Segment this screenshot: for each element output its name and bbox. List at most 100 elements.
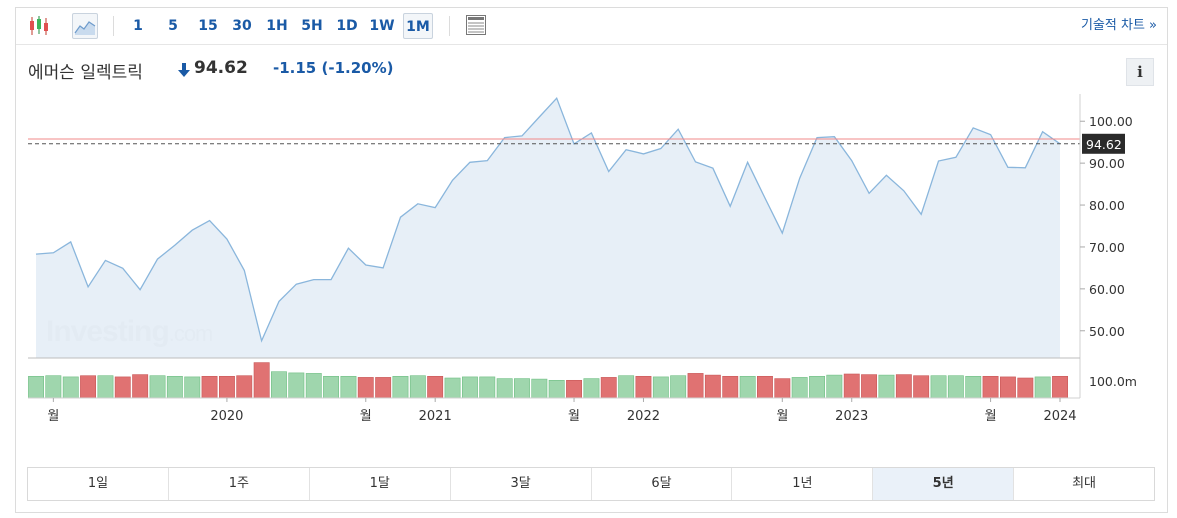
info-button[interactable]: i: [1126, 58, 1154, 86]
volume-bar: [809, 375, 826, 399]
chart-widget: 1 5 15 30 1H 5H 1D 1W 1M 기술적 차트 » 에머슨 일렉…: [15, 7, 1168, 513]
timeframe-1d[interactable]: 1D: [336, 18, 358, 34]
change-percent: (-1.20%): [321, 59, 394, 77]
y-tick-label: 50.00: [1089, 324, 1125, 339]
volume-bar: [114, 376, 131, 399]
timeframe-5[interactable]: 5: [168, 18, 178, 34]
volume-bar: [739, 375, 756, 399]
volume-bar: [444, 377, 461, 399]
range-selector: 1일 1주 1달 3달 6달 1년 5년 최대: [27, 467, 1155, 501]
range-tab-1w[interactable]: 1주: [169, 468, 310, 500]
range-tab-1m[interactable]: 1달: [310, 468, 451, 500]
toolbar-divider: [113, 16, 114, 36]
timeframe-1w[interactable]: 1W: [369, 18, 395, 34]
volume-bar: [861, 374, 878, 399]
y-tick-label: 90.00: [1089, 156, 1125, 171]
volume-bar: [670, 375, 687, 399]
data-table-icon[interactable]: [464, 13, 490, 39]
volume-bar: [184, 376, 201, 399]
range-tab-3m[interactable]: 3달: [451, 468, 592, 500]
instrument-name: 에머슨 일렉트릭: [28, 63, 143, 83]
volume-bar: [531, 378, 548, 399]
volume-bar: [635, 375, 652, 399]
volume-bar: [288, 372, 305, 399]
volume-bar: [340, 375, 357, 399]
volume-bar: [687, 373, 704, 399]
volume-bar: [28, 375, 44, 399]
volume-bar: [878, 374, 895, 399]
volume-bar: [704, 374, 721, 399]
volume-bar: [566, 379, 583, 399]
volume-bar: [1052, 375, 1069, 399]
candlestick-chart-icon[interactable]: [26, 13, 52, 39]
timeframe-1[interactable]: 1: [133, 18, 143, 34]
volume-bar: [618, 375, 635, 399]
timeframe-5h[interactable]: 5H: [301, 18, 323, 34]
volume-bar: [496, 378, 513, 399]
timeframe-1m[interactable]: 1M: [403, 13, 433, 39]
last-price: 94.62: [194, 58, 248, 78]
volume-bar: [947, 375, 964, 399]
range-tab-6m[interactable]: 6달: [592, 468, 733, 500]
volume-bar: [652, 376, 669, 399]
volume-bar: [722, 375, 739, 399]
volume-bar: [305, 373, 322, 399]
volume-bar: [201, 375, 218, 399]
volume-bar: [97, 375, 114, 399]
volume-bar: [999, 376, 1016, 399]
volume-bar: [965, 375, 982, 399]
chart-toolbar: 1 5 15 30 1H 5H 1D 1W 1M 기술적 차트 »: [16, 8, 1167, 45]
volume-bar: [826, 374, 843, 399]
volume-bar: [219, 375, 235, 399]
price-chart[interactable]: Investing.com100.0090.0080.0070.0060.005…: [16, 8, 1167, 458]
change-value: -1.15: [273, 59, 317, 77]
volume-bar: [774, 378, 791, 399]
volume-bar: [461, 376, 478, 399]
volume-bar: [132, 374, 149, 399]
x-tick-label: 월: [47, 409, 59, 424]
price-change: -1.15 (-1.20%): [273, 59, 393, 77]
volume-bar: [149, 375, 166, 399]
volume-bar: [548, 379, 565, 399]
volume-bar: [253, 362, 270, 399]
range-tab-1y[interactable]: 1년: [732, 468, 874, 500]
volume-bar: [513, 378, 530, 399]
volume-bar: [1034, 376, 1051, 399]
volume-bar: [913, 375, 930, 399]
x-tick-label: 2024: [1043, 409, 1076, 424]
technical-chart-link[interactable]: 기술적 차트 »: [1080, 18, 1157, 33]
volume-bar: [271, 371, 287, 399]
volume-bar: [166, 375, 183, 399]
y-tick-label: 100.00: [1089, 114, 1133, 129]
volume-bar: [479, 376, 496, 399]
volume-bar: [409, 375, 426, 399]
timeframe-30[interactable]: 30: [232, 18, 252, 34]
volume-bar: [62, 376, 79, 399]
timeframe-15[interactable]: 15: [198, 18, 218, 34]
y-tick-label: 60.00: [1089, 282, 1125, 297]
price-line: [35, 96, 1061, 343]
volume-bar: [427, 375, 444, 399]
volume-bar: [930, 375, 947, 399]
down-arrow-icon: [178, 63, 190, 77]
volume-bar: [80, 375, 97, 399]
current-price-label: 94.62: [1086, 137, 1122, 152]
area-chart-icon[interactable]: [72, 13, 98, 39]
x-tick-label: 2020: [210, 409, 243, 424]
x-tick-label: 2021: [419, 409, 452, 424]
volume-bar: [357, 377, 374, 399]
volume-bar: [756, 375, 773, 399]
volume-bar: [791, 377, 808, 399]
x-tick-label: 2023: [835, 409, 868, 424]
x-tick-label: 월: [985, 409, 997, 424]
y-tick-label: 80.00: [1089, 198, 1125, 213]
timeframe-1h[interactable]: 1H: [266, 18, 288, 34]
range-tab-1d[interactable]: 1일: [28, 468, 169, 500]
range-tab-5y[interactable]: 5년: [873, 468, 1015, 500]
x-tick-label: 월: [360, 409, 372, 424]
volume-bar: [895, 374, 912, 399]
volume-bar: [982, 375, 999, 399]
volume-bar: [583, 378, 600, 399]
range-tab-max[interactable]: 최대: [1072, 476, 1097, 491]
x-tick-label: 2022: [627, 409, 660, 424]
